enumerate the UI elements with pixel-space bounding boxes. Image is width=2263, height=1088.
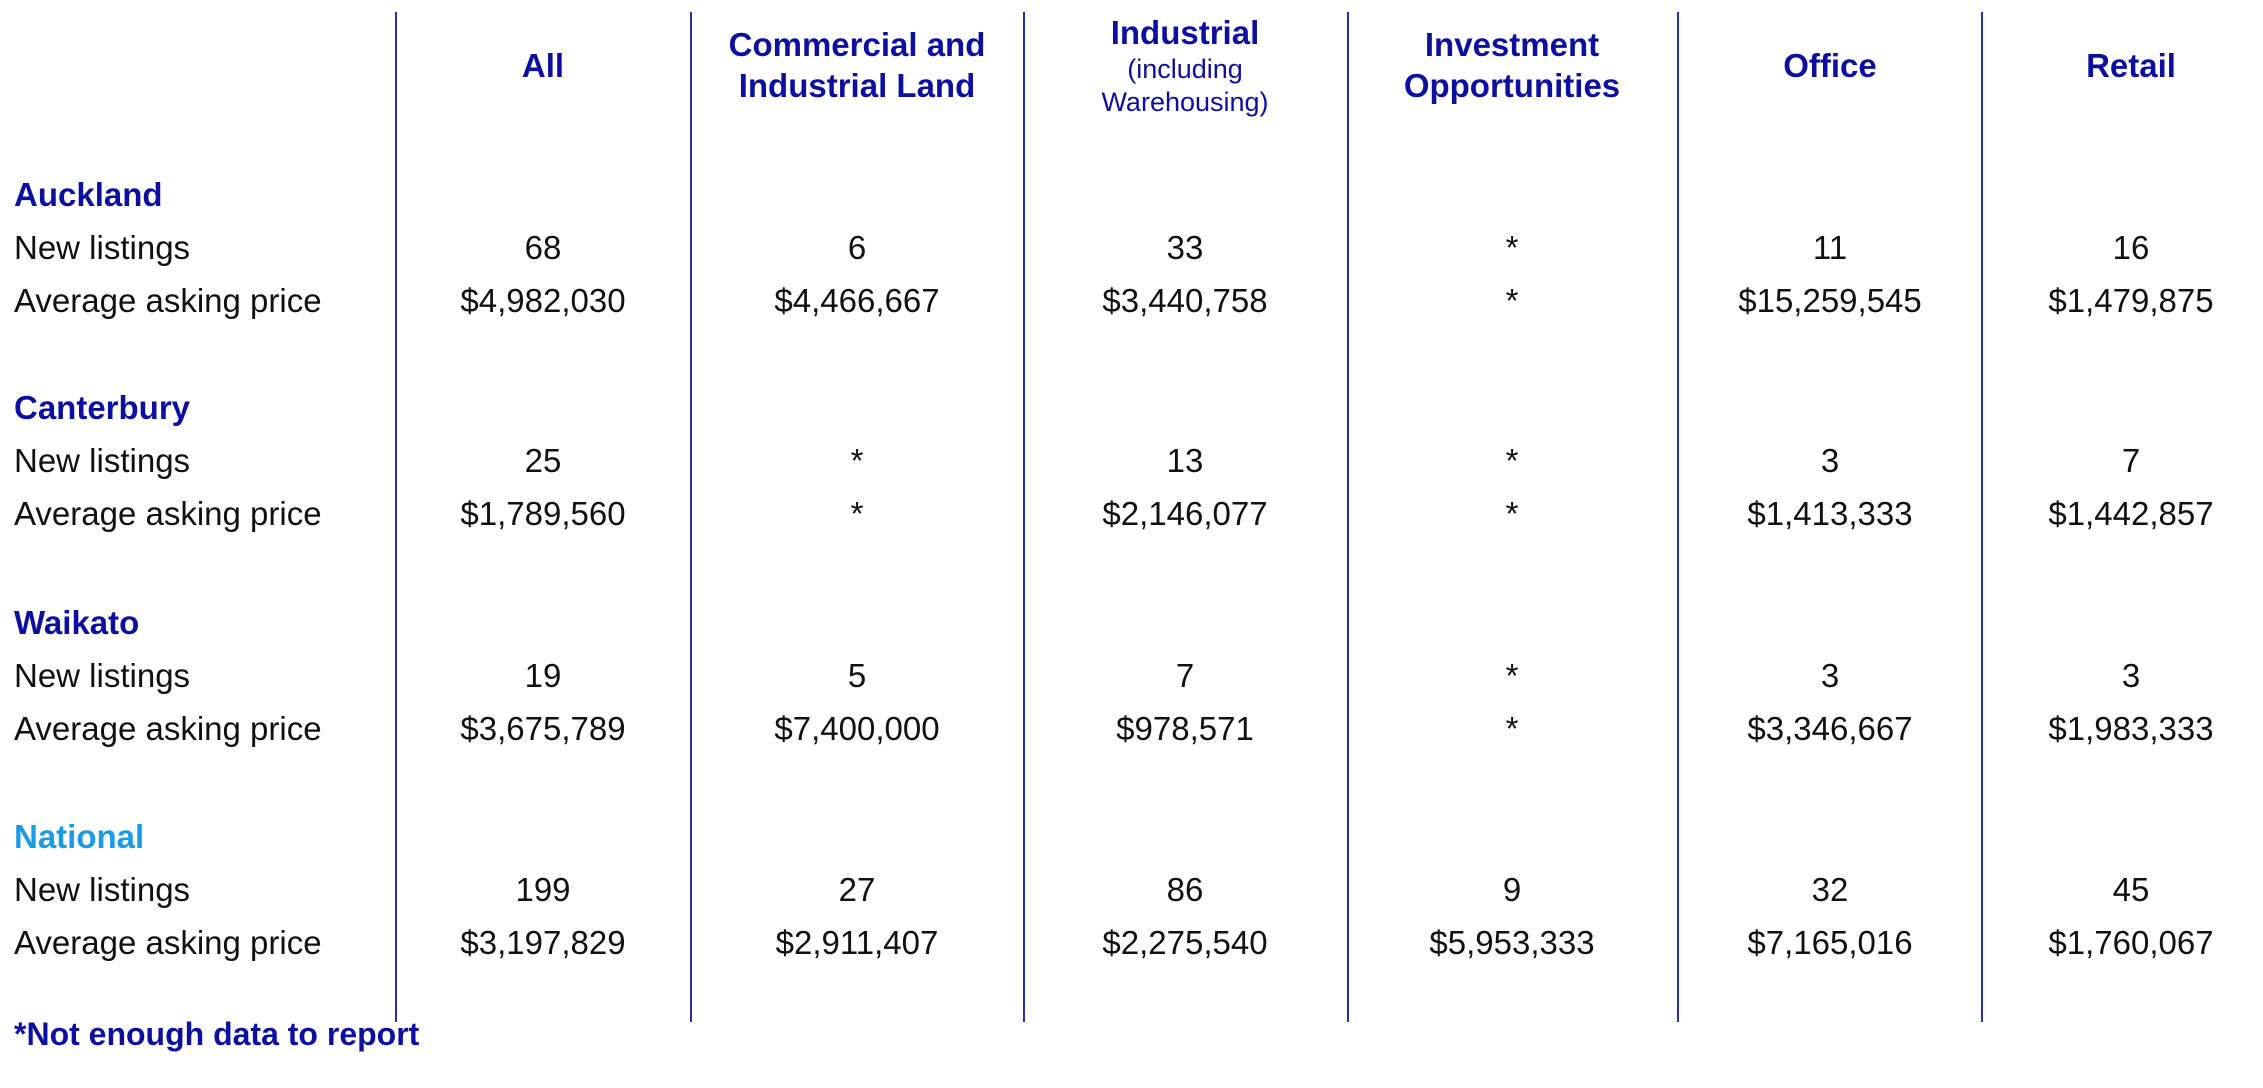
new-listings-value: 19 <box>524 657 562 694</box>
column-divider <box>1023 12 1025 1022</box>
average-asking-price-value: * <box>1505 710 1519 747</box>
column-header-subtitle: (including Warehousing) <box>1101 54 1269 117</box>
average-asking-price-value: $1,442,857 <box>2048 495 2214 532</box>
average-asking-price-value: * <box>1505 282 1519 319</box>
column-divider <box>1677 12 1679 1022</box>
region-label: Auckland <box>14 176 163 213</box>
new-listings-value: 13 <box>1166 442 1204 479</box>
average-asking-price-value: $2,275,540 <box>1102 924 1268 961</box>
new-listings-value: 25 <box>524 442 562 479</box>
average-asking-price-value: $1,983,333 <box>2048 710 2214 747</box>
average-asking-price-value: $1,413,333 <box>1747 495 1913 532</box>
average-asking-price-value: $2,146,077 <box>1102 495 1268 532</box>
average-asking-price-value: $978,571 <box>1116 710 1254 747</box>
column-header-title: Investment Opportunities <box>1403 26 1621 104</box>
column-header: Commercial and Industrial Land <box>712 24 1002 106</box>
average-asking-price-value: $4,982,030 <box>460 282 626 319</box>
average-asking-price-value: $4,466,667 <box>774 282 940 319</box>
footnote: *Not enough data to report <box>14 1016 420 1052</box>
new-listings-label: New listings <box>14 657 191 694</box>
average-asking-price-value: $1,479,875 <box>2048 282 2214 319</box>
average-asking-price-value: $3,675,789 <box>460 710 626 747</box>
new-listings-value: 3 <box>1820 657 1840 694</box>
column-header-title: Industrial <box>1110 14 1260 51</box>
column-header: All <box>373 45 713 86</box>
average-asking-price-label: Average asking price <box>14 710 322 747</box>
new-listings-label: New listings <box>14 871 191 908</box>
new-listings-value: 11 <box>1812 229 1848 266</box>
average-asking-price-value: * <box>1505 495 1519 532</box>
column-header-title: Office <box>1783 47 1877 84</box>
new-listings-value: 3 <box>1820 442 1840 479</box>
new-listings-value: 27 <box>838 871 876 908</box>
average-asking-price-value: $3,197,829 <box>460 924 626 961</box>
average-asking-price-value: $1,789,560 <box>460 495 626 532</box>
average-asking-price-value: $7,165,016 <box>1747 924 1913 961</box>
new-listings-value: 9 <box>1502 871 1522 908</box>
new-listings-value: * <box>1505 442 1519 479</box>
column-header-title: All <box>521 47 565 84</box>
region-label: Waikato <box>14 604 140 641</box>
new-listings-value: 6 <box>847 229 867 266</box>
column-header: Retail <box>1961 45 2263 86</box>
average-asking-price-label: Average asking price <box>14 495 322 532</box>
average-asking-price-label: Average asking price <box>14 924 322 961</box>
region-label: National <box>14 818 145 855</box>
column-header: Investment Opportunities <box>1367 24 1657 106</box>
new-listings-value: 32 <box>1811 871 1849 908</box>
average-asking-price-value: $7,400,000 <box>774 710 940 747</box>
new-listings-value: 33 <box>1166 229 1204 266</box>
average-asking-price-value: $2,911,407 <box>775 924 939 961</box>
column-divider <box>690 12 692 1022</box>
average-asking-price-value: $3,346,667 <box>1747 710 1913 747</box>
column-header: Industrial (including Warehousing) <box>1015 12 1355 119</box>
new-listings-value: 3 <box>2121 657 2141 694</box>
column-header-title: Commercial and Industrial Land <box>728 26 986 104</box>
new-listings-label: New listings <box>14 442 191 479</box>
average-asking-price-value: $15,259,545 <box>1738 282 1922 319</box>
column-divider <box>1981 12 1983 1022</box>
average-asking-price-value: $3,440,758 <box>1102 282 1268 319</box>
column-divider <box>1347 12 1349 1022</box>
new-listings-value: * <box>1505 229 1519 266</box>
new-listings-value: 86 <box>1166 871 1204 908</box>
region-label: Canterbury <box>14 389 191 426</box>
average-asking-price-value: $5,953,333 <box>1429 924 1595 961</box>
average-asking-price-value: * <box>850 495 864 532</box>
column-divider <box>395 12 397 1022</box>
new-listings-label: New listings <box>14 229 191 266</box>
average-asking-price-value: $1,760,067 <box>2048 924 2214 961</box>
column-header-title: Retail <box>2086 47 2176 84</box>
average-asking-price-label: Average asking price <box>14 282 322 319</box>
new-listings-value: 199 <box>515 871 571 908</box>
new-listings-value: 5 <box>847 657 867 694</box>
new-listings-value: 7 <box>1175 657 1195 694</box>
new-listings-value: 45 <box>2112 871 2150 908</box>
new-listings-value: 7 <box>2121 442 2141 479</box>
new-listings-value: * <box>850 442 864 479</box>
new-listings-value: * <box>1505 657 1519 694</box>
column-header: Office <box>1660 45 2000 86</box>
new-listings-value: 16 <box>2112 229 2150 266</box>
new-listings-value: 68 <box>524 229 562 266</box>
